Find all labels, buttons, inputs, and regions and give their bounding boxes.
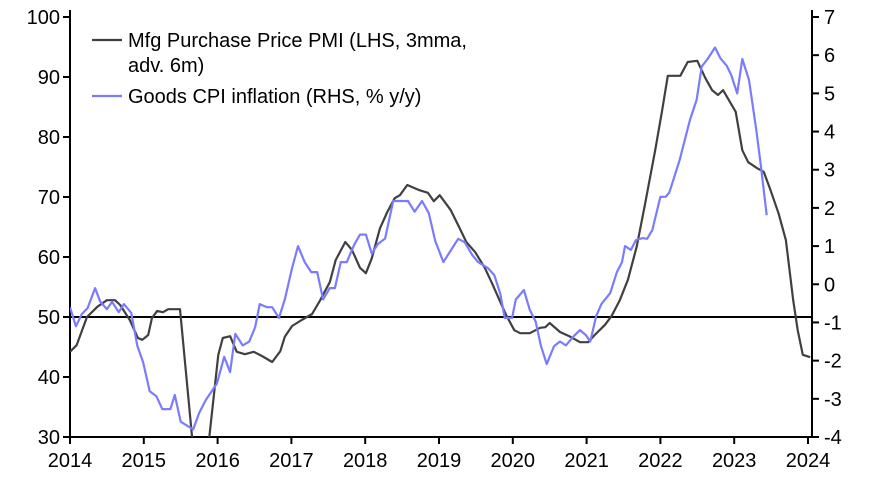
right-tick-label: -2 — [824, 351, 842, 373]
x-tick-label: 2024 — [786, 450, 831, 472]
right-tick-label: -1 — [824, 312, 842, 334]
left-tick-label: 30 — [38, 427, 60, 449]
x-tick-label: 2014 — [48, 450, 93, 472]
right-tick-label: 0 — [824, 274, 835, 296]
legend-label: adv. 6m) — [128, 55, 204, 77]
series-line-goods-cpi — [70, 46, 768, 431]
right-tick-label: 1 — [824, 236, 835, 258]
x-tick-label: 2015 — [122, 450, 167, 472]
x-tick-label: 2021 — [564, 450, 609, 472]
x-tick-label: 2018 — [343, 450, 388, 472]
left-tick-label: 40 — [38, 367, 60, 389]
x-tick-label: 2019 — [417, 450, 462, 472]
right-tick-label: -4 — [824, 427, 842, 449]
left-tick-label: 90 — [38, 67, 60, 89]
series-group — [70, 46, 811, 437]
right-tick-label: 6 — [824, 45, 835, 67]
x-tick-label: 2023 — [712, 450, 757, 472]
legend: Mfg Purchase Price PMI (LHS, 3mma, adv. 6… — [92, 30, 467, 108]
right-tick-label: -3 — [824, 389, 842, 411]
x-tick-label: 2016 — [195, 450, 240, 472]
x-tick-label: 2022 — [638, 450, 683, 472]
right-tick-label: 5 — [824, 83, 835, 105]
left-tick-label: 60 — [38, 247, 60, 269]
right-tick-label: 2 — [824, 198, 835, 220]
axes: 30 40 50 60 70 80 90 100 -4 -3 -2 -1 0 1 2 3 4 5 6 7 2014 201… — [27, 7, 842, 472]
left-tick-label: 70 — [38, 187, 60, 209]
left-tick-label: 100 — [27, 7, 60, 29]
right-tick-label: 7 — [824, 7, 835, 29]
legend-label: Mfg Purchase Price PMI (LHS, 3mma, — [128, 30, 467, 52]
right-tick-label: 3 — [824, 160, 835, 182]
x-tick-label: 2017 — [269, 450, 314, 472]
x-tick-label: 2020 — [491, 450, 536, 472]
legend-label: Goods CPI inflation (RHS, % y/y) — [128, 86, 421, 108]
series-line-pmi — [70, 59, 811, 437]
left-tick-label: 50 — [38, 307, 60, 329]
right-tick-label: 4 — [824, 122, 835, 144]
left-tick-label: 80 — [38, 127, 60, 149]
